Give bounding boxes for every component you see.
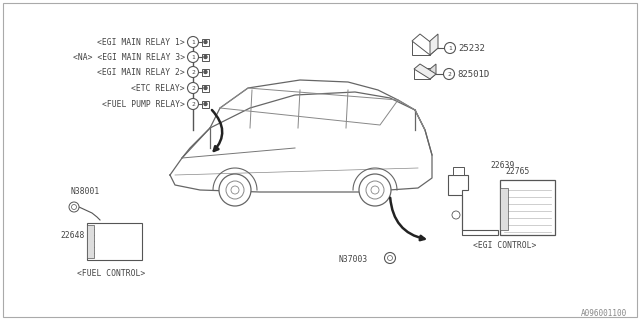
Bar	[202, 100, 209, 108]
Polygon shape	[430, 64, 436, 79]
Text: 82501D: 82501D	[457, 69, 489, 78]
Circle shape	[188, 36, 198, 47]
Circle shape	[371, 186, 379, 194]
Text: 22765: 22765	[505, 166, 529, 175]
Text: 2: 2	[191, 85, 195, 91]
Text: 1: 1	[191, 39, 195, 44]
Text: 22639: 22639	[490, 161, 515, 170]
Circle shape	[219, 174, 251, 206]
Circle shape	[188, 52, 198, 62]
Circle shape	[188, 67, 198, 77]
Text: 22648: 22648	[60, 230, 84, 239]
Text: <EGI CONTROL>: <EGI CONTROL>	[473, 241, 536, 250]
Text: N38001: N38001	[70, 187, 99, 196]
Circle shape	[231, 186, 239, 194]
Polygon shape	[87, 223, 142, 260]
Circle shape	[204, 102, 207, 106]
Text: 2: 2	[447, 71, 451, 76]
Text: <FUEL PUMP RELAY>: <FUEL PUMP RELAY>	[102, 100, 185, 108]
Circle shape	[444, 68, 454, 79]
Bar	[202, 53, 209, 60]
Circle shape	[188, 99, 198, 109]
Bar	[202, 84, 209, 92]
Polygon shape	[453, 167, 464, 175]
Text: N37003: N37003	[338, 255, 367, 265]
Circle shape	[204, 55, 207, 59]
Polygon shape	[448, 175, 498, 235]
Circle shape	[69, 202, 79, 212]
Text: <EGI MAIN RELAY 2>: <EGI MAIN RELAY 2>	[97, 68, 185, 76]
Circle shape	[452, 211, 460, 219]
Text: A096001100: A096001100	[580, 308, 627, 317]
Circle shape	[359, 174, 391, 206]
Bar	[412, 41, 430, 55]
Circle shape	[188, 83, 198, 93]
Text: 25232: 25232	[458, 44, 485, 52]
Text: 1: 1	[191, 54, 195, 60]
Text: 2: 2	[191, 69, 195, 75]
Bar	[202, 68, 209, 76]
Polygon shape	[87, 225, 94, 258]
Circle shape	[204, 70, 207, 74]
Circle shape	[445, 43, 456, 53]
Text: <FUEL CONTROL>: <FUEL CONTROL>	[77, 268, 145, 277]
Circle shape	[385, 252, 396, 263]
Bar	[500, 180, 555, 235]
Text: <NA> <EGI MAIN RELAY 3>: <NA> <EGI MAIN RELAY 3>	[73, 52, 185, 61]
Circle shape	[366, 181, 384, 199]
Text: <EGI MAIN RELAY 1>: <EGI MAIN RELAY 1>	[97, 37, 185, 46]
Circle shape	[387, 255, 392, 260]
Polygon shape	[430, 34, 438, 55]
Polygon shape	[412, 34, 438, 55]
Bar	[414, 68, 430, 79]
Text: <ETC RELAY>: <ETC RELAY>	[131, 84, 185, 92]
Circle shape	[72, 204, 77, 210]
Circle shape	[204, 86, 207, 90]
Polygon shape	[414, 64, 436, 79]
Text: 2: 2	[191, 101, 195, 107]
Circle shape	[226, 181, 244, 199]
Circle shape	[204, 41, 207, 44]
Bar	[202, 38, 209, 45]
Text: 1: 1	[448, 45, 452, 51]
Polygon shape	[500, 188, 508, 230]
